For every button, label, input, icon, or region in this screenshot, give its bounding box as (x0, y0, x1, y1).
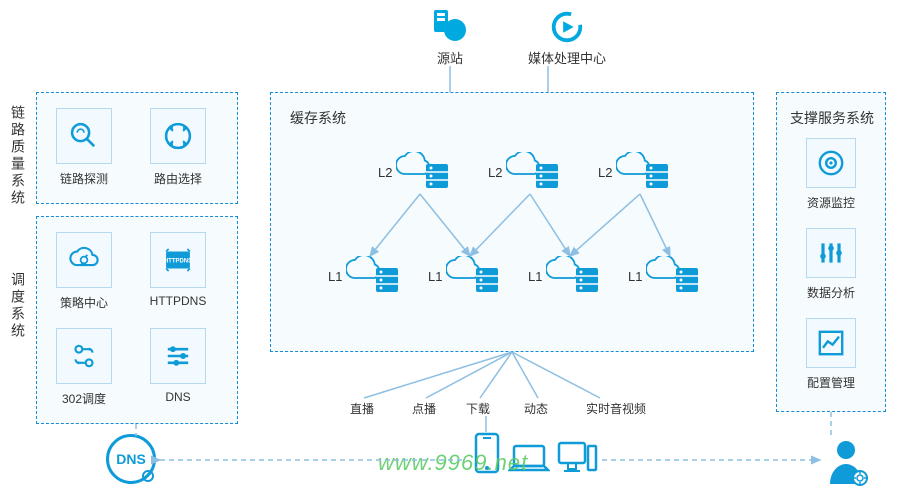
user-icon (826, 438, 870, 491)
l1-node-3: L1 (628, 256, 700, 296)
cache-server-icon (506, 152, 560, 192)
watermark: www.9969.net (378, 450, 528, 476)
cache-server-icon (616, 152, 670, 192)
node-policy (56, 232, 112, 288)
node-route-select (150, 108, 206, 164)
cloud-policy-icon (67, 243, 101, 277)
cache-title: 缓存系统 (290, 108, 346, 128)
cache-server-icon (446, 256, 500, 296)
cache-server-icon (346, 256, 400, 296)
l1-node-1: L1 (428, 256, 500, 296)
support-config: 配置管理 (806, 318, 856, 405)
origin-label: 源站 (437, 48, 463, 67)
scheduling-title: 调度系统 (8, 272, 28, 340)
cache-system-panel (270, 92, 754, 352)
route-select-label: 路由选择 (138, 170, 218, 187)
httpdns-icon: HTTPDNS (161, 243, 195, 277)
magnify-link-icon (67, 119, 101, 153)
route-expand-icon (161, 119, 195, 153)
media-label: 媒体处理中心 (528, 48, 606, 67)
link-quality-title: 链路质量系统 (8, 105, 28, 207)
client-desktop (556, 440, 598, 479)
service-1: 点播 (412, 400, 436, 417)
cache-server-icon (546, 256, 600, 296)
service-2: 下载 (466, 400, 490, 417)
cache-server-icon (646, 256, 700, 296)
l1-node-2: L1 (528, 256, 600, 296)
support-title: 支撑服务系统 (790, 108, 874, 128)
httpdns-label: HTTPDNS (138, 294, 218, 308)
support-monitor: 资源监控 (806, 138, 856, 225)
service-4: 实时音视频 (586, 400, 646, 417)
service-0: 直播 (350, 400, 374, 417)
link-detect-label: 链路探测 (44, 170, 124, 187)
cache-server-icon (396, 152, 450, 192)
analytics-icon (815, 237, 847, 269)
dns-node-label: DNS (116, 451, 146, 467)
svg-text:HTTPDNS: HTTPDNS (164, 259, 192, 265)
policy-label: 策略中心 (44, 294, 124, 311)
node-dns (150, 328, 206, 384)
dns-node: DNS (106, 434, 156, 484)
eye-monitor-icon (815, 147, 847, 179)
l2-node-0: L2 (378, 152, 450, 192)
origin-server-icon (430, 8, 470, 46)
media-center: 媒体处理中心 (528, 8, 606, 67)
l2-node-1: L2 (488, 152, 560, 192)
origin-server: 源站 (430, 8, 470, 67)
dns-label: DNS (138, 390, 218, 404)
dns-sliders-icon (161, 339, 195, 373)
l1-node-0: L1 (328, 256, 400, 296)
config-chart-icon (815, 327, 847, 359)
node-302 (56, 328, 112, 384)
support-config-label: 配置管理 (807, 374, 855, 391)
r302-label: 302调度 (44, 390, 124, 407)
support-analytics-label: 数据分析 (807, 284, 855, 301)
desktop-icon (556, 440, 598, 474)
l2-node-2: L2 (598, 152, 670, 192)
node-httpdns: HTTPDNS (150, 232, 206, 288)
support-analytics: 数据分析 (806, 228, 856, 315)
service-3: 动态 (524, 400, 548, 417)
redirect-302-icon (67, 339, 101, 373)
node-link-detect (56, 108, 112, 164)
support-monitor-label: 资源监控 (807, 194, 855, 211)
media-play-icon (547, 8, 587, 46)
